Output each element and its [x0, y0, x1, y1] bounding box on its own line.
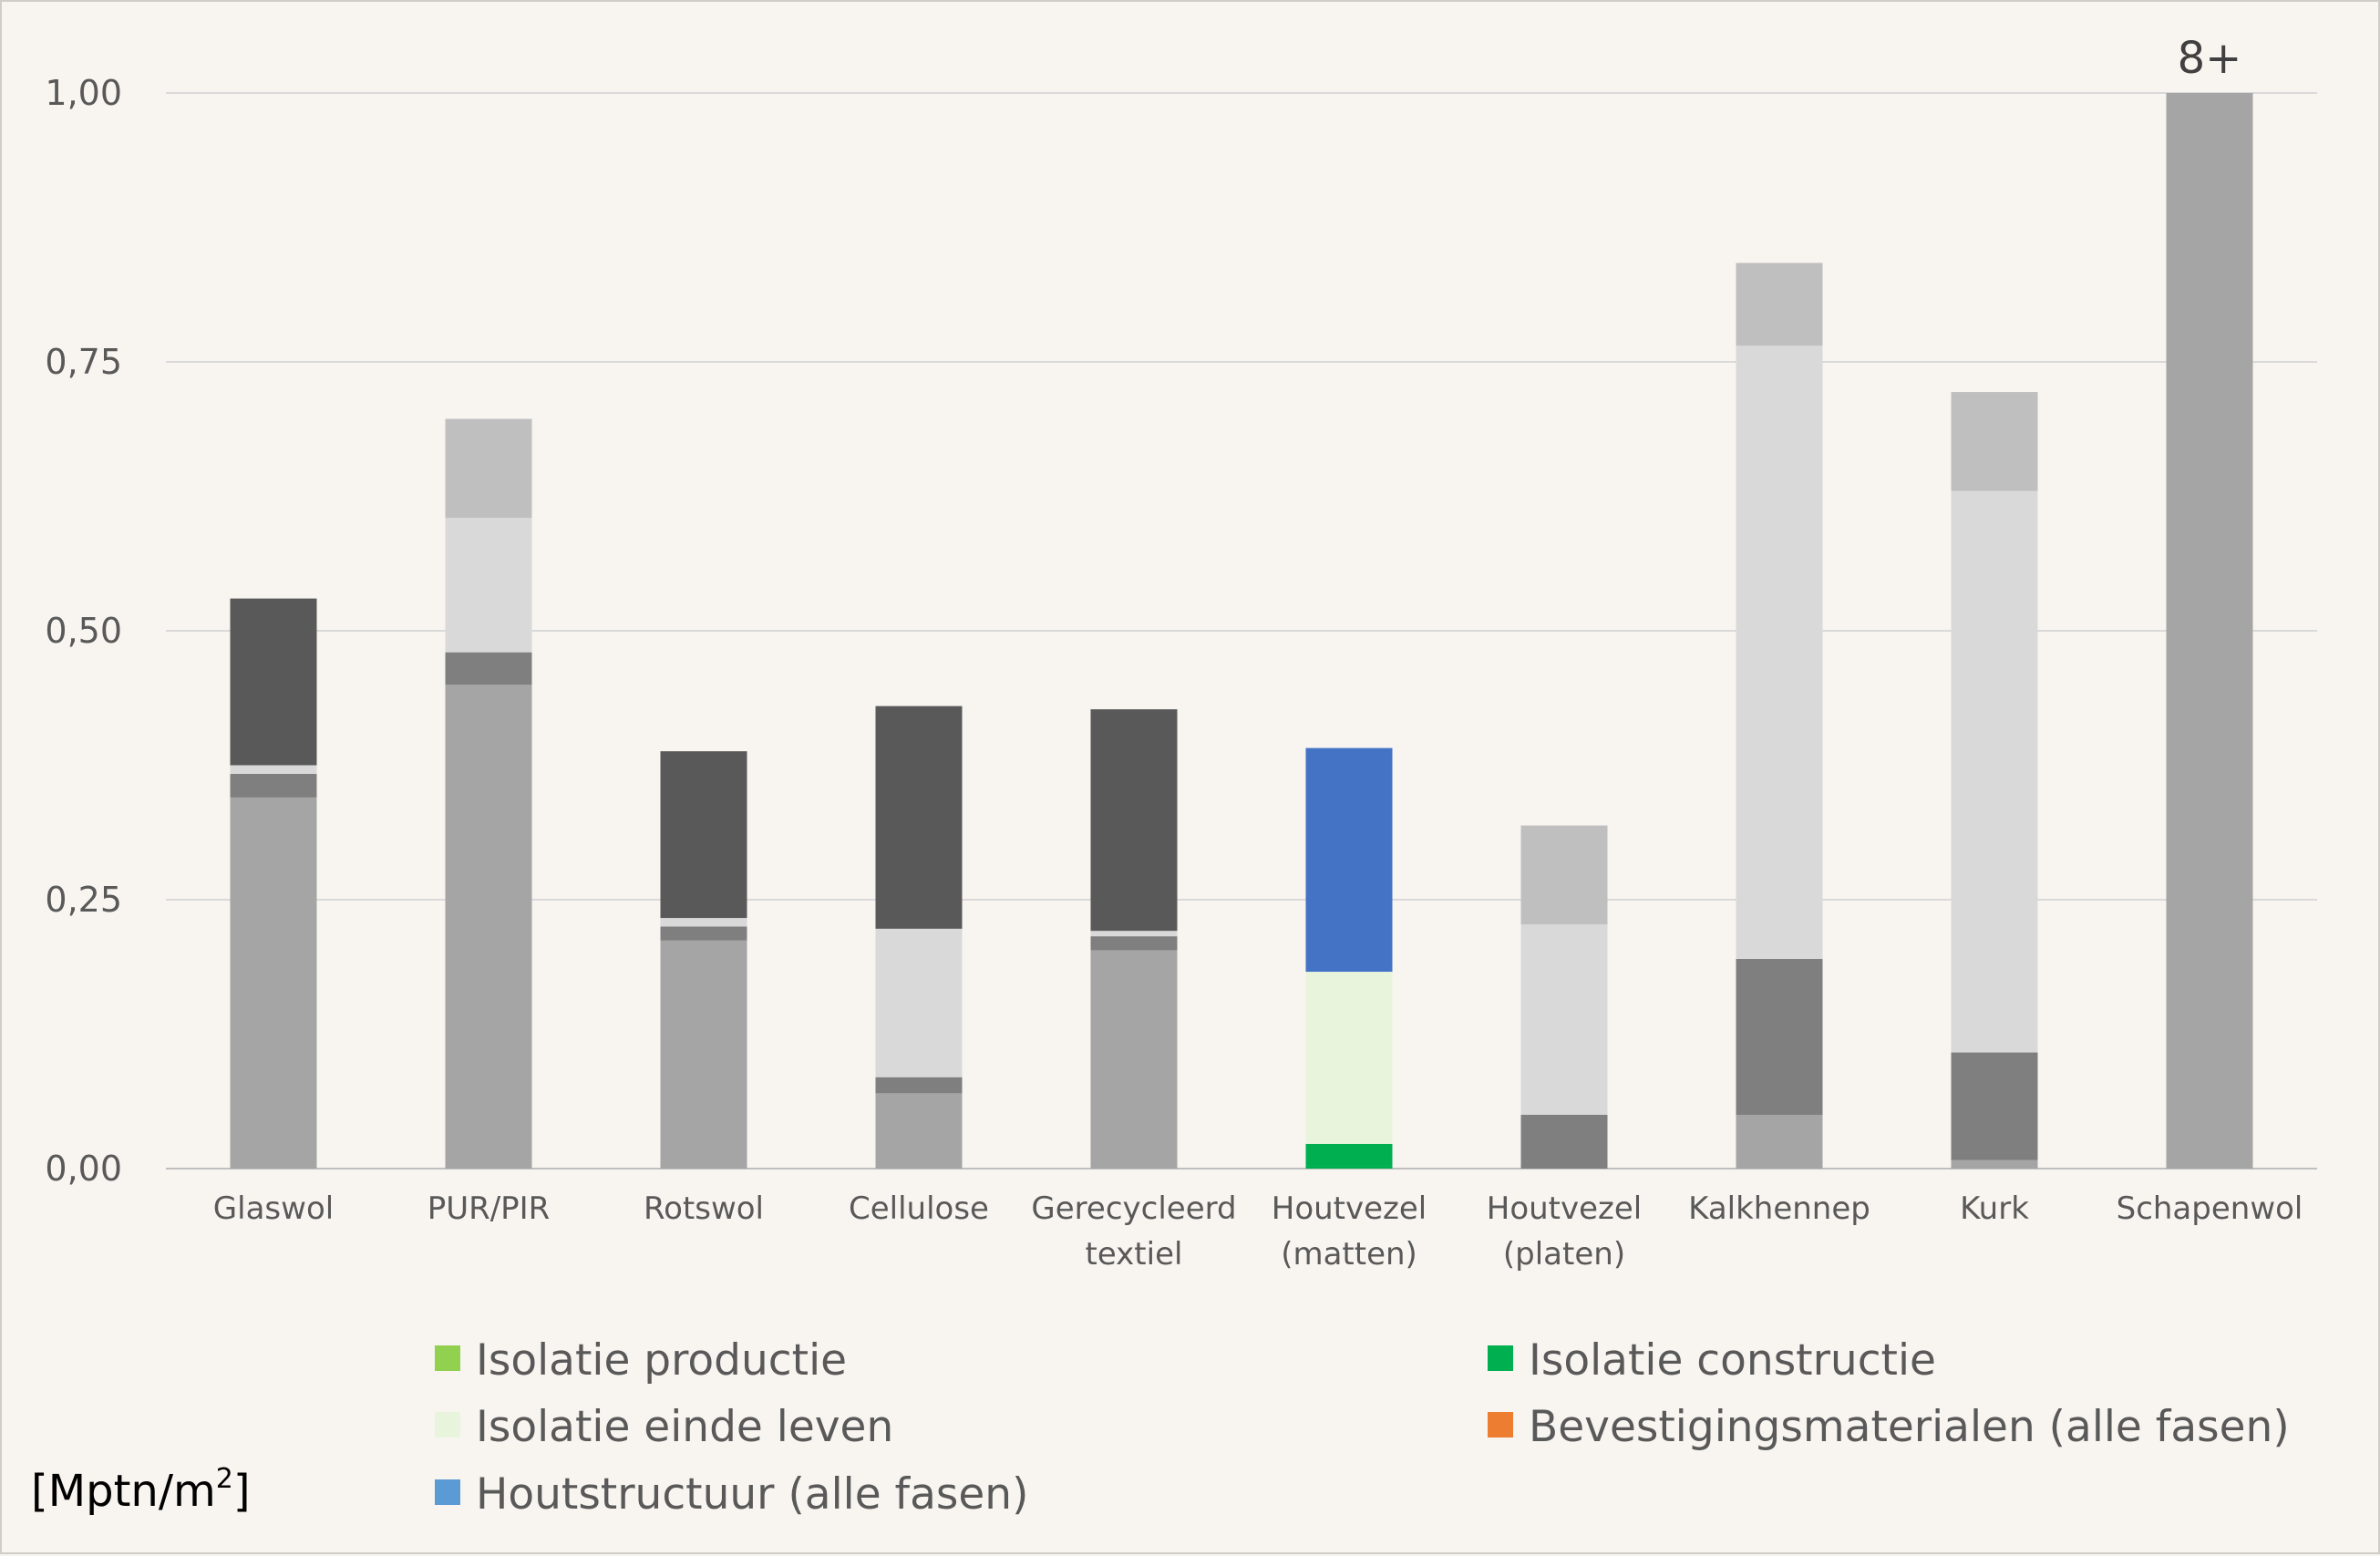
category-label: Kurk [1960, 1190, 2029, 1227]
unit-label: [Mptn/m2] [31, 1463, 251, 1517]
bar-segment [660, 926, 747, 941]
legend-swatch [1488, 1412, 1513, 1437]
bar-segment [445, 685, 532, 1169]
category-label: Houtvezel (matten) [1272, 1190, 1427, 1273]
category-label: Kalkhennep [1688, 1190, 1870, 1227]
bar-segment [875, 1093, 963, 1169]
category-label: PUR/PIR [428, 1190, 551, 1227]
bar-segment [1520, 825, 1608, 925]
bar-segment [1090, 950, 1178, 1169]
legend-label: Houtstructuur (alle fasen) [476, 1469, 1028, 1520]
bar-segment [1736, 1115, 1823, 1169]
y-tick-label: 0,50 [45, 611, 122, 651]
bar-segment [230, 797, 317, 1169]
bar-segment [1090, 931, 1178, 937]
legend-label: Isolatie productie [476, 1335, 847, 1386]
category-label: Cellulose [849, 1190, 989, 1227]
bar-segment [1305, 972, 1393, 1144]
bar-segment [1951, 392, 2038, 491]
bar-segment [1951, 1052, 2038, 1160]
category-label: Gerecycleerd textiel [1031, 1190, 1236, 1273]
overflow-annotation: 8+ [2178, 33, 2242, 84]
bar-segment [230, 598, 317, 766]
legend-label: Isolatie einde leven [476, 1402, 893, 1452]
bar-segment [230, 773, 317, 798]
category-label: Rotswol [644, 1190, 764, 1227]
bar-segment [1305, 747, 1393, 973]
bar-segment [230, 765, 317, 774]
bar-segment [445, 418, 532, 519]
bar-segment [1736, 263, 1823, 346]
bar-segment [1736, 958, 1823, 1115]
legend-label: Isolatie constructie [1529, 1335, 1936, 1386]
bar-segment [1951, 1159, 2038, 1169]
y-tick-label: 1,00 [45, 73, 122, 113]
legend-label: Bevestigingsmaterialen (alle fasen) [1529, 1402, 2290, 1452]
bar-segment [875, 1077, 963, 1094]
bar-segment [875, 706, 963, 929]
bar-segment [1520, 1115, 1608, 1169]
bar-segment [445, 518, 532, 653]
bar-segment [1951, 490, 2038, 1053]
legend-swatch [435, 1345, 460, 1371]
bar-segment [1305, 1165, 1393, 1169]
bar-segment [1736, 345, 1823, 959]
bar-segment [1305, 1143, 1393, 1166]
y-tick-label: 0,00 [45, 1149, 122, 1189]
y-tick-label: 0,75 [45, 342, 122, 382]
category-label: Houtvezel (platen) [1487, 1190, 1643, 1273]
legend-swatch [435, 1412, 460, 1437]
bar-segment [1090, 936, 1178, 951]
bar-segment [2166, 93, 2253, 1169]
bar-segment [660, 940, 747, 1169]
bar-segment [445, 652, 532, 685]
bar-segment [660, 751, 747, 919]
y-tick-label: 0,25 [45, 880, 122, 920]
legend-swatch [435, 1479, 460, 1505]
category-label: Schapenwol [2117, 1190, 2303, 1227]
bar-segment [1090, 709, 1178, 932]
category-label: Glaswol [213, 1190, 334, 1227]
bar-segment [1520, 924, 1608, 1115]
bar-segment [875, 928, 963, 1077]
legend-swatch [1488, 1345, 1513, 1371]
bar-segment [660, 918, 747, 927]
